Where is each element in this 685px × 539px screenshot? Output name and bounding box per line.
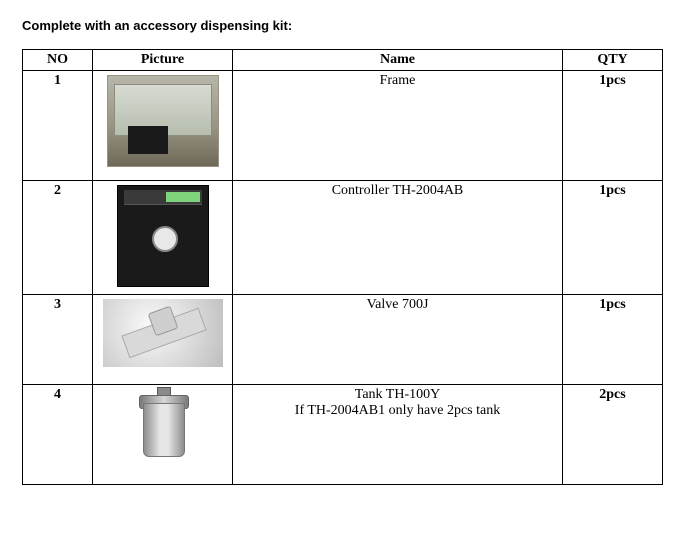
cell-qty: 1pcs xyxy=(563,71,663,181)
name-line: Valve 700J xyxy=(237,297,558,313)
cell-name: Tank TH-100Y If TH-2004AB1 only have 2pc… xyxy=(233,385,563,485)
table-header-row: NO Picture Name QTY xyxy=(23,50,663,71)
name-line: Tank TH-100Y xyxy=(237,387,558,403)
col-header-qty: QTY xyxy=(563,50,663,71)
col-header-no: NO xyxy=(23,50,93,71)
cell-qty: 1pcs xyxy=(563,181,663,295)
frame-image xyxy=(107,75,219,167)
cell-no: 1 xyxy=(23,71,93,181)
table-row: 1 Frame 1pcs xyxy=(23,71,663,181)
cell-picture xyxy=(93,385,233,485)
cell-no: 2 xyxy=(23,181,93,295)
col-header-name: Name xyxy=(233,50,563,71)
tank-body xyxy=(143,403,185,457)
controller-display xyxy=(166,192,200,202)
dispensing-kit-table: NO Picture Name QTY 1 Frame 1pcs 2 xyxy=(22,49,663,485)
section-heading: Complete with an accessory dispensing ki… xyxy=(22,18,663,33)
cell-picture xyxy=(93,181,233,295)
cell-no: 4 xyxy=(23,385,93,485)
table-row: 3 Valve 700J 1pcs xyxy=(23,295,663,385)
cell-picture xyxy=(93,71,233,181)
controller-gauge xyxy=(152,226,178,252)
name-line: Frame xyxy=(237,73,558,89)
cell-no: 3 xyxy=(23,295,93,385)
controller-image xyxy=(117,185,209,287)
cell-name: Frame xyxy=(233,71,563,181)
col-header-picture: Picture xyxy=(93,50,233,71)
cell-name: Valve 700J xyxy=(233,295,563,385)
name-line: If TH-2004AB1 only have 2pcs tank xyxy=(237,403,558,419)
table-row: 4 Tank TH-100Y If TH-2004AB1 only have 2… xyxy=(23,385,663,485)
cell-qty: 2pcs xyxy=(563,385,663,485)
valve-image xyxy=(103,299,223,367)
cell-qty: 1pcs xyxy=(563,295,663,385)
table-row: 2 Controller TH-2004AB 1pcs xyxy=(23,181,663,295)
cell-name: Controller TH-2004AB xyxy=(233,181,563,295)
tank-image xyxy=(133,387,193,463)
name-line: Controller TH-2004AB xyxy=(237,183,558,199)
cell-picture xyxy=(93,295,233,385)
